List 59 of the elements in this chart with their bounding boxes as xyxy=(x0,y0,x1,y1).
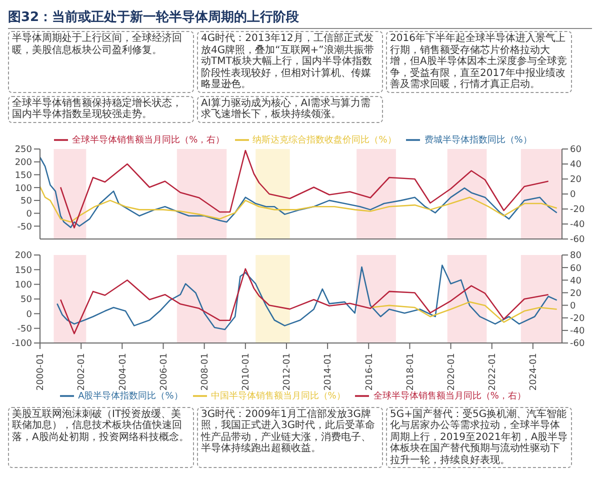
y2-tick-label: 80 xyxy=(570,250,582,261)
x-tick-label: 2018-01 xyxy=(406,352,416,390)
y-tick-label: 200 xyxy=(14,250,32,261)
y-tick-label: -100 xyxy=(12,338,32,349)
y2-tick-label: 60 xyxy=(570,144,582,155)
legend-label: A股半导体指数同比（%） xyxy=(78,390,183,401)
y2-tick-label: -20 xyxy=(570,314,585,324)
y-tick-label: 250 xyxy=(14,144,32,155)
y2-tick-label: 0 xyxy=(570,190,576,200)
y2-tick-label: -40 xyxy=(570,220,585,230)
y2-tick-label: -40 xyxy=(570,326,585,336)
y2-tick-label: -60 xyxy=(570,338,585,349)
text: 全球半导体销售额保持稳定增长状态，国内半导体指数呈现较强走势。 xyxy=(8,96,194,122)
x-tick-label: 2008-01 xyxy=(200,352,210,390)
line-series xyxy=(370,300,558,322)
x-tick-label: 2020-01 xyxy=(446,352,457,390)
x-tick-label: 2014-01 xyxy=(324,352,334,390)
y-tick-label: 0 xyxy=(26,208,32,219)
y2-tick-label: 20 xyxy=(570,288,582,298)
legend-label: 全球半导体销售额当月同比（%，右） xyxy=(72,134,225,145)
legend-label: 费城半导体指数同比（%） xyxy=(424,134,532,145)
text: 3G时代：2009年1月工信部发放3G牌照，我国正式进入3G时代，此后受革命性产品带动，产业链大涨，消费电子、半导体持续跑出超额收益。 xyxy=(197,406,383,468)
y-tick-label: 50 xyxy=(20,294,32,305)
y-tick-label: 150 xyxy=(14,265,32,276)
line-series xyxy=(40,185,558,222)
x-tick-label: 2024-01 xyxy=(529,352,540,390)
x-tick-label: 2016-01 xyxy=(364,352,375,390)
text: 半导体周期处于上行区间，全球经济回暖，美股信息板块公司盈利修复。 xyxy=(8,31,194,92)
y2-tick-label: 40 xyxy=(570,160,582,170)
text: 5G+国产替代：受5G换机潮、汽车智能化与居家办公等需求拉动，全球半导体周期上行，2019至2021年初，A股半导体板块在国产替代预期与流动性驱动下拉升一轮，持续良好表现。 xyxy=(386,406,572,468)
y-tick-label: -50 xyxy=(17,222,32,232)
x-tick-label: 2006-01 xyxy=(159,352,170,390)
y-tick-label: -50 xyxy=(17,324,32,334)
legend-label: 纳斯达克综合指数收盘价同比（%） xyxy=(252,134,396,145)
y-tick-label: 50 xyxy=(20,196,32,206)
y2-tick-label: -20 xyxy=(570,204,585,215)
x-tick-label: 2002-01 xyxy=(77,352,88,390)
y-tick-label: 0 xyxy=(26,309,32,320)
text: 4G时代：2013年12月，工信部正式发放4G牌照，叠加“互联网+”浪潮共振带动TMT板块大幅上行，国内半导体指数阶段性表现较好，但相对计算机、传媒略显逊色。 xyxy=(197,31,383,92)
text: 美股互联网泡沫刺破（IT投资放缓、美联储加息），信息技术板块估值快速回落，A股尚处初期，投资网络科技概念。 xyxy=(8,406,194,468)
x-tick-label: 2000-01 xyxy=(36,352,46,390)
y-tick-label: 200 xyxy=(14,158,32,168)
x-tick-label: 2012-01 xyxy=(282,352,293,390)
y2-tick-label: 0 xyxy=(570,300,576,311)
x-tick-label: 2004-01 xyxy=(118,352,128,390)
y2-tick-label: 20 xyxy=(570,174,582,185)
y-tick-label: 100 xyxy=(14,183,32,194)
x-tick-label: 2010-01 xyxy=(242,352,252,390)
y-tick-label: 100 xyxy=(14,280,32,290)
chart-title: 图32：当前或正处于新一轮半导体周期的上行阶段 xyxy=(8,8,592,29)
text: 2016年下半年起全球半导体进入景气上行期，销售额受存储芯片价格拉动大增，但A股半导体因本土深度参与全球竞争，受益有限，直至2017年中报业绩改善及需求回暖，行情才真正启动。 xyxy=(386,31,572,92)
text: AI算力驱动成为核心，AI需求与算力需求飞速增长下，板块持续领涨。 xyxy=(197,96,383,122)
x-tick-label: 2022-01 xyxy=(488,352,498,390)
legend-label: 全球半导体销售额当月同比（%，右） xyxy=(373,390,526,401)
y2-tick-label: 40 xyxy=(570,276,582,286)
legend-label: 中国半导体销售额当月同比（%） xyxy=(210,390,346,401)
y2-tick-label: -60 xyxy=(570,234,585,245)
y2-tick-label: 60 xyxy=(570,263,582,274)
y-tick-label: 150 xyxy=(14,170,32,180)
